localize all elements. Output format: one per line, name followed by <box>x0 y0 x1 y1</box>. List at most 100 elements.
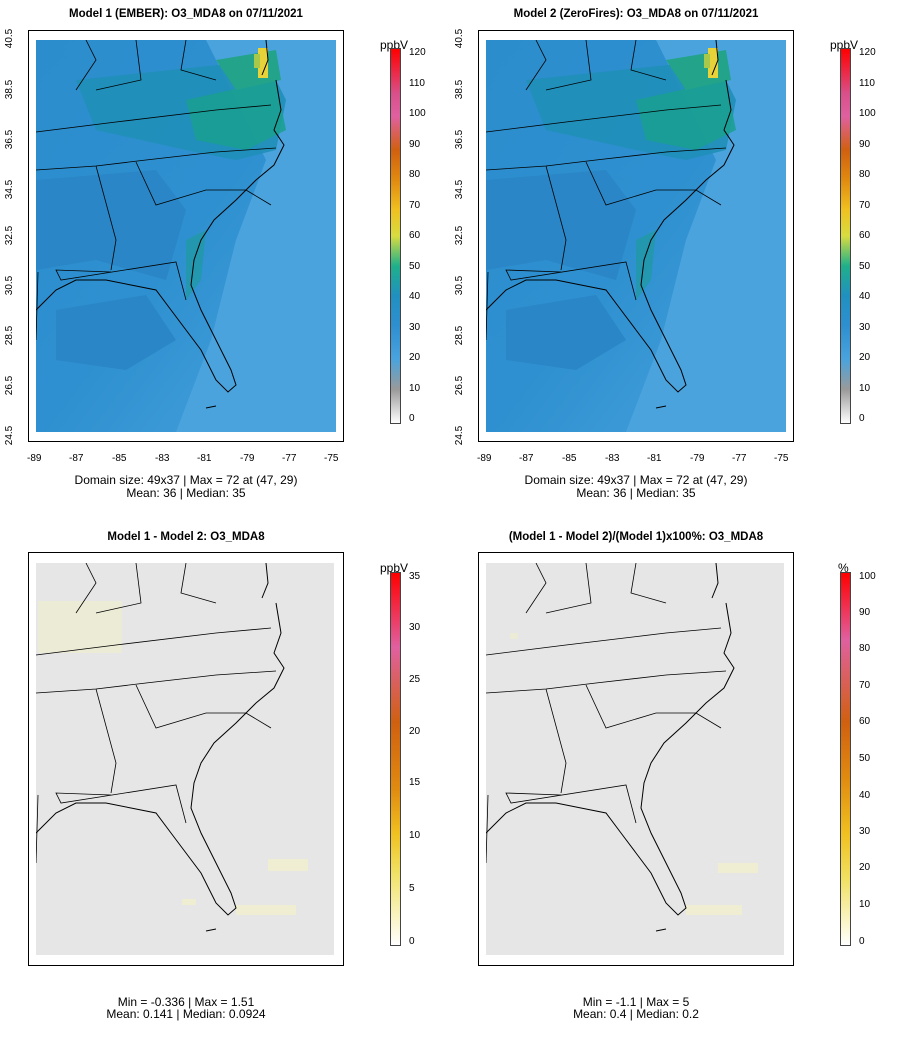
colorbar-unit: ppbV <box>380 561 409 575</box>
y-tick: 30.5 <box>454 275 466 296</box>
colorbar-label: 40 <box>859 790 871 801</box>
colorbar-unit: % <box>838 561 849 575</box>
x-tick: -75 <box>774 453 789 464</box>
x-tick: -87 <box>519 453 534 464</box>
colorbar-label: 25 <box>409 674 421 685</box>
stats-line-1: Min = -1.1 | Max = 5 <box>582 995 690 1009</box>
colorbar-label: 30 <box>409 322 421 333</box>
x-tick: -85 <box>562 453 577 464</box>
stats-line-1: Min = -0.336 | Max = 1.51 <box>117 995 255 1009</box>
y-tick: 24.5 <box>4 425 16 446</box>
panel-title: Model 2 (ZeroFires): O3_MDA8 on 07/11/20… <box>513 8 759 20</box>
stats-line-2: Mean: 0.141 | Median: 0.0924 <box>106 1007 266 1021</box>
x-tick: -79 <box>240 453 255 464</box>
colorbar-label: 20 <box>409 726 421 737</box>
colorbar-label: 50 <box>859 753 871 764</box>
stats-line-2: Mean: 36 | Median: 35 <box>126 486 246 500</box>
colorbar-label: 100 <box>859 108 876 119</box>
colorbar-label: 90 <box>859 607 871 618</box>
panel-title: Model 1 - Model 2: O3_MDA8 <box>107 531 265 543</box>
y-tick: 38.5 <box>4 79 16 100</box>
y-tick: 36.5 <box>4 129 16 150</box>
x-tick: -79 <box>690 453 705 464</box>
y-tick: 36.5 <box>454 129 466 150</box>
x-tick: -89 <box>477 453 492 464</box>
y-tick: 32.5 <box>4 225 16 246</box>
colorbar <box>390 572 401 946</box>
colorbar-label: 0 <box>409 936 415 947</box>
y-tick: 28.5 <box>4 325 16 346</box>
colorbar-label: 70 <box>859 680 871 691</box>
x-tick: -77 <box>732 453 747 464</box>
x-tick: -83 <box>155 453 170 464</box>
x-tick: -83 <box>605 453 620 464</box>
colorbar-label: 20 <box>859 352 871 363</box>
y-tick: 40.5 <box>454 28 466 49</box>
stats-line-2: Mean: 0.4 | Median: 0.2 <box>573 1007 699 1021</box>
colorbar-label: 70 <box>859 200 871 211</box>
colorbar-label: 50 <box>409 261 421 272</box>
colorbar-label: 90 <box>859 139 871 150</box>
colorbar <box>390 48 401 424</box>
colorbar-label: 30 <box>859 322 871 333</box>
colorbar-label: 80 <box>859 169 871 180</box>
stats-line-2: Mean: 36 | Median: 35 <box>576 486 696 500</box>
percent-difference-map <box>486 563 784 955</box>
y-tick: 30.5 <box>4 275 16 296</box>
colorbar-label: 20 <box>859 862 871 873</box>
difference-map <box>36 563 334 955</box>
colorbar-label: 70 <box>409 200 421 211</box>
x-tick: -75 <box>324 453 339 464</box>
x-tick: -77 <box>282 453 297 464</box>
colorbar-label: 30 <box>859 826 871 837</box>
colorbar <box>840 48 851 424</box>
colorbar-label: 10 <box>409 383 421 394</box>
colorbar-label: 50 <box>859 261 871 272</box>
colorbar-unit: ppbV <box>380 38 409 52</box>
panel-title: (Model 1 - Model 2)/(Model 1)x100%: O3_M… <box>508 531 764 543</box>
colorbar-label: 0 <box>859 936 865 947</box>
colorbar-unit: ppbV <box>830 38 859 52</box>
colorbar-label: 10 <box>409 830 421 841</box>
colorbar-label: 90 <box>409 139 421 150</box>
colorbar-label: 0 <box>859 413 865 424</box>
x-tick: -85 <box>112 453 127 464</box>
colorbar-label: 60 <box>859 716 871 727</box>
colorbar-label: 60 <box>409 230 421 241</box>
colorbar-label: 35 <box>409 571 421 582</box>
y-tick: 40.5 <box>4 28 16 49</box>
y-tick: 32.5 <box>454 225 466 246</box>
y-tick: 34.5 <box>4 179 16 200</box>
y-tick: 24.5 <box>454 425 466 446</box>
colorbar-label: 5 <box>409 883 415 894</box>
y-tick: 26.5 <box>4 375 16 396</box>
x-tick: -89 <box>27 453 42 464</box>
colorbar-label: 10 <box>859 899 871 910</box>
colorbar-label: 80 <box>409 169 421 180</box>
y-tick: 26.5 <box>454 375 466 396</box>
colorbar-label: 100 <box>409 108 426 119</box>
colorbar-label: 40 <box>409 291 421 302</box>
colorbar-label: 0 <box>409 413 415 424</box>
colorbar-label: 110 <box>409 78 425 89</box>
colorbar-label: 100 <box>859 571 876 582</box>
colorbar-label: 120 <box>409 47 426 58</box>
colorbar-label: 110 <box>859 78 875 89</box>
y-tick: 28.5 <box>454 325 466 346</box>
colorbar-label: 60 <box>859 230 871 241</box>
colorbar-label: 120 <box>859 47 876 58</box>
x-tick: -87 <box>69 453 84 464</box>
colorbar-label: 20 <box>409 352 421 363</box>
colorbar <box>840 572 851 946</box>
x-tick: -81 <box>647 453 662 464</box>
stats-line-1: Domain size: 49x37 | Max = 72 at (47, 29… <box>524 473 748 487</box>
colorbar-label: 10 <box>859 383 871 394</box>
colorbar-label: 80 <box>859 643 871 654</box>
y-tick: 38.5 <box>454 79 466 100</box>
x-tick: -81 <box>197 453 212 464</box>
stats-line-1: Domain size: 49x37 | Max = 72 at (47, 29… <box>74 473 298 487</box>
y-tick: 34.5 <box>454 179 466 200</box>
ozone-map <box>36 40 336 432</box>
colorbar-label: 15 <box>409 777 421 788</box>
colorbar-label: 40 <box>859 291 871 302</box>
